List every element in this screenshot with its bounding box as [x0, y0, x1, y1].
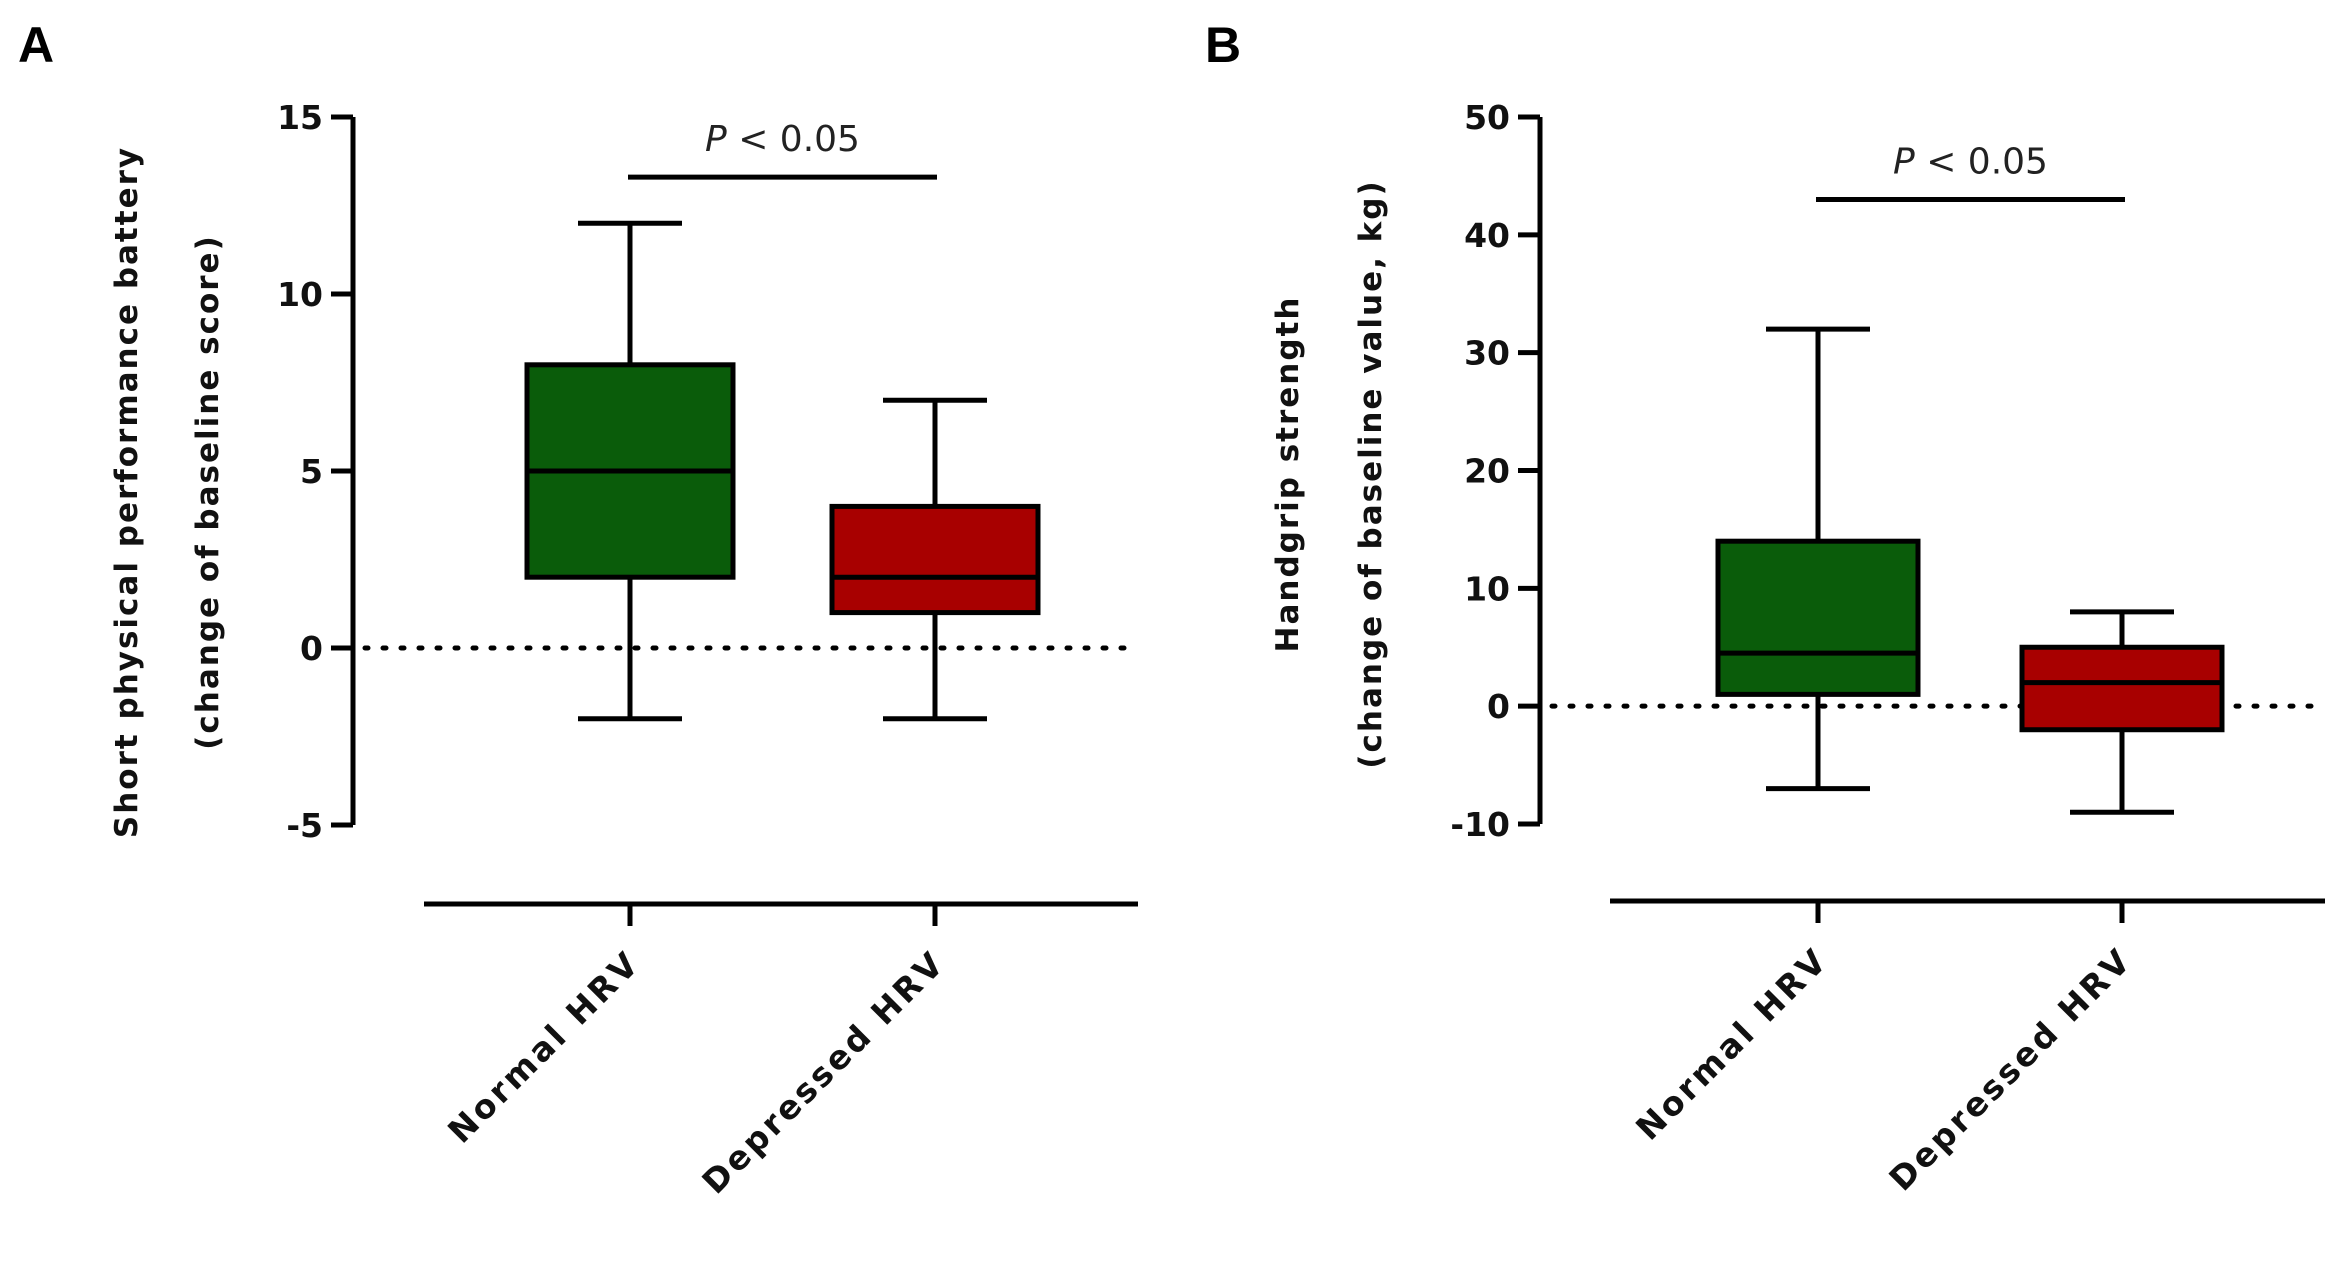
- y-tick-label: 40: [1464, 216, 1510, 255]
- box-depressed-hrv: [829, 397, 1041, 722]
- chart-panel-a: 15 10 5 0 -5 Normal HRV Depressed HRV Short phy…: [109, 98, 1138, 1201]
- x-category-label: Normal HRV: [1628, 940, 1836, 1148]
- significance-label: P < 0.05: [705, 119, 860, 160]
- p-symbol: P: [1893, 141, 1915, 182]
- box-iqr: [829, 503, 1041, 616]
- y-tick-label: 15: [277, 98, 323, 137]
- y-tick-label: 30: [1464, 334, 1510, 373]
- y-tick-label: -10: [1450, 805, 1510, 844]
- y-tick-label: 10: [1464, 569, 1510, 608]
- p-value-text: < 0.05: [727, 119, 860, 160]
- box-normal-hrv: [1715, 326, 1921, 792]
- chart-panel-b: 50 40 30 20 10 0 -10 Normal HRV Depressed HRV Han…: [1270, 98, 2328, 1198]
- box-depressed-hrv: [2019, 609, 2225, 815]
- x-category-label: Depressed HRV: [694, 943, 952, 1201]
- y-tick-label: 50: [1464, 98, 1510, 137]
- box-iqr: [2019, 644, 2225, 733]
- panel-label-a: A: [18, 17, 54, 73]
- y-tick-label: 5: [300, 452, 323, 491]
- y-tick-label: 20: [1464, 452, 1510, 491]
- y-axis-title-line2: (change of baseline score): [190, 234, 226, 750]
- y-tick-label: 10: [277, 275, 323, 314]
- p-value-text: < 0.05: [1915, 141, 2048, 182]
- panel-label-b: B: [1205, 17, 1241, 73]
- y-axis-title-line1: Handgrip strength: [1270, 296, 1306, 653]
- y-axis-title-line1: Short physical performance battery: [109, 146, 145, 838]
- p-symbol: P: [705, 119, 727, 160]
- x-category-label: Normal HRV: [440, 943, 648, 1151]
- significance-label: P < 0.05: [1893, 141, 2048, 182]
- y-tick-label: -5: [286, 806, 323, 845]
- box-normal-hrv: [524, 220, 736, 722]
- y-tick-label: 0: [300, 629, 323, 668]
- y-axis-title-line2: (change of baseline value, kg): [1353, 179, 1389, 768]
- x-category-label: Depressed HRV: [1881, 940, 2139, 1198]
- box-iqr: [1715, 538, 1921, 697]
- y-tick-label: 0: [1487, 687, 1510, 726]
